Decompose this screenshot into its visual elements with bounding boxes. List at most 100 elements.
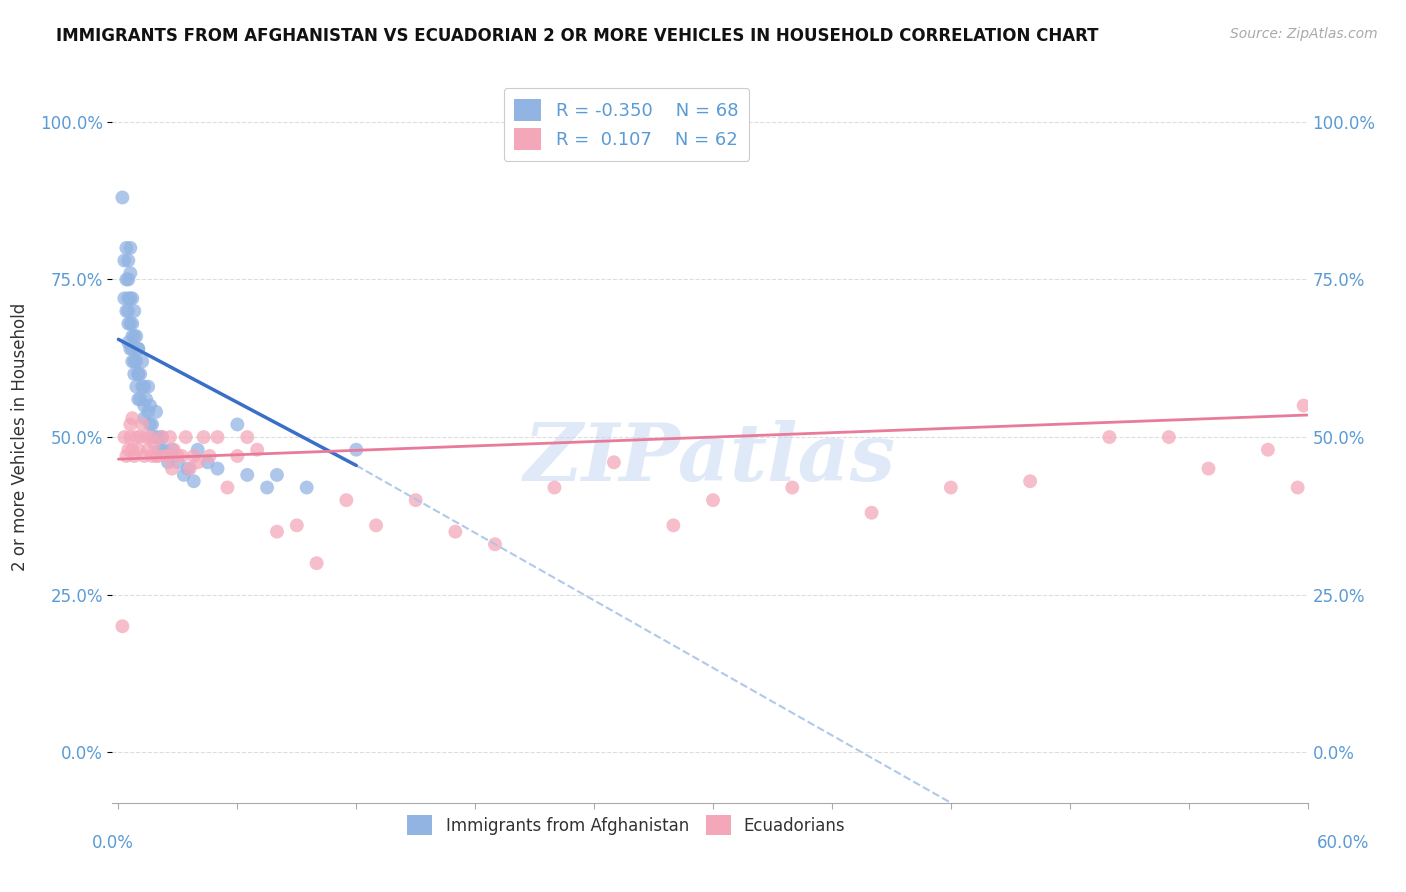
Point xyxy=(603,455,626,469)
Point xyxy=(115,272,138,286)
Point xyxy=(139,399,162,413)
Point xyxy=(174,430,197,444)
Point xyxy=(146,449,169,463)
Point xyxy=(217,481,239,495)
Point xyxy=(139,430,162,444)
Point xyxy=(295,481,318,495)
Point xyxy=(129,392,152,407)
Point xyxy=(179,461,201,475)
Point xyxy=(124,304,146,318)
Point xyxy=(780,481,803,495)
Point xyxy=(127,342,149,356)
Point xyxy=(111,190,134,204)
Point xyxy=(117,272,139,286)
Point xyxy=(125,354,148,368)
Point xyxy=(121,317,143,331)
Point xyxy=(484,537,506,551)
Point xyxy=(145,449,167,463)
Point xyxy=(662,518,685,533)
Point xyxy=(127,367,149,381)
Point xyxy=(159,430,181,444)
Text: IMMIGRANTS FROM AFGHANISTAN VS ECUADORIAN 2 OR MORE VEHICLES IN HOUSEHOLD CORREL: IMMIGRANTS FROM AFGHANISTAN VS ECUADORIA… xyxy=(56,27,1098,45)
Point xyxy=(156,449,179,463)
Point xyxy=(149,442,172,457)
Point xyxy=(111,619,134,633)
Point xyxy=(120,342,142,356)
Point xyxy=(170,449,193,463)
Point xyxy=(702,493,724,508)
Point xyxy=(146,430,169,444)
Point xyxy=(183,474,205,488)
Point xyxy=(150,430,173,444)
Point xyxy=(127,442,149,457)
Point xyxy=(125,329,148,343)
Text: 0.0%: 0.0% xyxy=(91,834,134,852)
Text: 60.0%: 60.0% xyxy=(1316,834,1369,852)
Point xyxy=(143,430,166,444)
Point xyxy=(120,417,142,432)
Point xyxy=(256,481,278,495)
Point xyxy=(120,266,142,280)
Point xyxy=(163,442,186,457)
Point xyxy=(236,430,259,444)
Point xyxy=(134,449,156,463)
Point xyxy=(1257,442,1279,457)
Point xyxy=(1286,481,1309,495)
Legend: Immigrants from Afghanistan, Ecuadorians: Immigrants from Afghanistan, Ecuadorians xyxy=(401,808,852,842)
Point xyxy=(120,430,142,444)
Point xyxy=(120,241,142,255)
Point xyxy=(136,442,159,457)
Point xyxy=(135,392,157,407)
Point xyxy=(136,379,159,393)
Point xyxy=(121,291,143,305)
Point xyxy=(177,461,200,475)
Point xyxy=(236,467,259,482)
Point xyxy=(156,455,179,469)
Point xyxy=(124,329,146,343)
Point xyxy=(285,518,308,533)
Point xyxy=(131,379,153,393)
Point xyxy=(120,317,142,331)
Point xyxy=(160,461,183,475)
Point xyxy=(207,461,229,475)
Point xyxy=(145,405,167,419)
Point xyxy=(939,481,962,495)
Point xyxy=(183,449,205,463)
Point xyxy=(543,481,565,495)
Point xyxy=(266,467,288,482)
Point xyxy=(127,367,149,381)
Point xyxy=(121,354,143,368)
Point xyxy=(444,524,467,539)
Point xyxy=(173,467,195,482)
Point xyxy=(134,379,156,393)
Point xyxy=(112,291,135,305)
Point xyxy=(112,430,135,444)
Text: ZIPatlas: ZIPatlas xyxy=(524,420,896,498)
Point xyxy=(1157,430,1180,444)
Point xyxy=(1019,474,1042,488)
Point xyxy=(117,253,139,268)
Point xyxy=(134,399,156,413)
Point xyxy=(405,493,427,508)
Point xyxy=(117,317,139,331)
Point xyxy=(127,392,149,407)
Point xyxy=(226,417,249,432)
Point xyxy=(124,367,146,381)
Point xyxy=(141,449,163,463)
Y-axis label: 2 or more Vehicles in Household: 2 or more Vehicles in Household xyxy=(11,303,28,571)
Point xyxy=(112,253,135,268)
Point xyxy=(1292,399,1315,413)
Text: Source: ZipAtlas.com: Source: ZipAtlas.com xyxy=(1230,27,1378,41)
Point xyxy=(344,442,367,457)
Point xyxy=(129,367,152,381)
Point xyxy=(124,354,146,368)
Point xyxy=(136,405,159,419)
Point xyxy=(364,518,387,533)
Point xyxy=(125,379,148,393)
Point xyxy=(160,442,183,457)
Point xyxy=(117,304,139,318)
Point xyxy=(134,411,156,425)
Point xyxy=(115,449,138,463)
Point xyxy=(335,493,357,508)
Point xyxy=(167,449,190,463)
